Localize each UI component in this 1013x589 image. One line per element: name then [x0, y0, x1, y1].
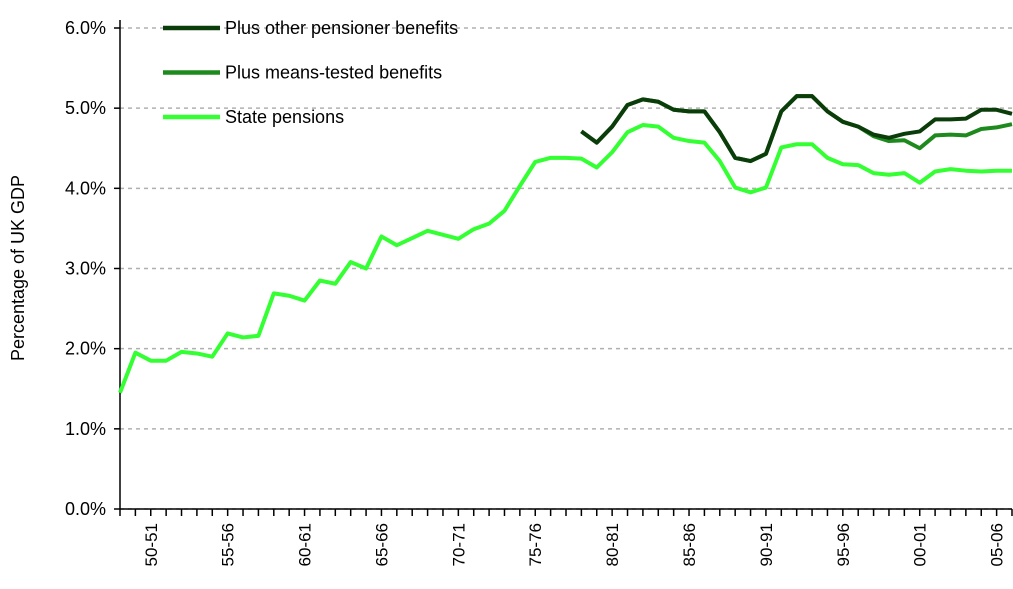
x-tick-label: 85-86 [680, 523, 699, 566]
y-tick-label: 4.0% [65, 178, 106, 198]
x-tick-label: 90-91 [757, 523, 776, 566]
series-line [580, 94, 1013, 164]
series-line [580, 94, 1013, 164]
y-axis-title: Percentage of UK GDP [8, 175, 28, 361]
y-tick-label: 0.0% [65, 499, 106, 519]
legend-label: Plus means-tested benefits [225, 63, 442, 83]
y-tick-label: 3.0% [65, 259, 106, 279]
x-tick-label: 65-66 [372, 523, 391, 566]
legend-label: Plus other pensioner benefits [225, 18, 458, 38]
series-line [118, 123, 1012, 394]
x-tick-label: 60-61 [296, 523, 315, 566]
x-tick-label: 50-51 [142, 523, 161, 566]
x-tick-label: 75-76 [526, 523, 545, 566]
x-tick-label: 55-56 [219, 523, 238, 566]
y-tick-label: 1.0% [65, 419, 106, 439]
y-tick-label: 5.0% [65, 98, 106, 118]
x-tick-label: 95-96 [834, 523, 853, 566]
x-tick-label: 80-81 [603, 523, 622, 566]
legend-label: State pensions [225, 107, 344, 127]
y-tick-label: 2.0% [65, 339, 106, 359]
x-tick-label: 00-01 [911, 523, 930, 566]
x-tick-label: 70-71 [449, 523, 468, 566]
y-tick-label: 6.0% [65, 18, 106, 38]
x-tick-label: 05-06 [988, 523, 1007, 566]
